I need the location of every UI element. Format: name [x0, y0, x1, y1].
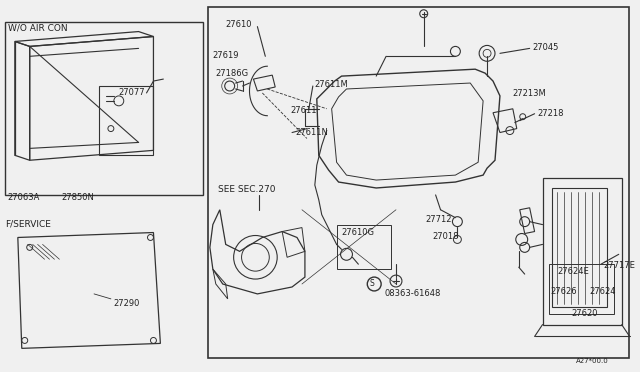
Text: 27611: 27611	[290, 106, 317, 115]
Bar	[337, 225, 391, 269]
Text: 27610: 27610	[226, 20, 252, 29]
Text: 27717E: 27717E	[603, 261, 635, 270]
Text: 27850N: 27850N	[61, 193, 94, 202]
Bar	[543, 178, 621, 325]
Text: 27611M: 27611M	[315, 80, 349, 89]
Bar	[5, 22, 203, 195]
Text: W/O AIR CON: W/O AIR CON	[8, 24, 68, 33]
Text: 27077: 27077	[119, 88, 145, 97]
Text: A27*00.0: A27*00.0	[576, 358, 609, 364]
Text: 27620: 27620	[572, 309, 598, 318]
Text: 27045: 27045	[532, 44, 559, 52]
Text: 27626: 27626	[550, 287, 577, 296]
Text: 27018: 27018	[433, 231, 459, 241]
Text: SEE SEC.270: SEE SEC.270	[218, 185, 275, 194]
Bar	[208, 7, 628, 358]
Text: 27624E: 27624E	[557, 267, 589, 276]
Text: 27063A: 27063A	[7, 193, 39, 202]
Text: 08363-61648: 08363-61648	[384, 289, 440, 298]
Bar	[99, 86, 154, 155]
Text: 27218: 27218	[538, 109, 564, 118]
Bar	[552, 188, 607, 307]
Bar	[550, 264, 614, 314]
Text: 27624: 27624	[589, 287, 616, 296]
Text: 27290: 27290	[114, 299, 140, 308]
Text: 27186G: 27186G	[216, 69, 249, 78]
Text: 27611N: 27611N	[295, 128, 328, 137]
Text: S: S	[370, 279, 374, 288]
Text: 27712: 27712	[426, 215, 452, 224]
Text: 27610G: 27610G	[342, 228, 374, 237]
Text: 27619: 27619	[213, 51, 239, 60]
Text: F/SERVICE: F/SERVICE	[5, 219, 51, 229]
Text: 27213M: 27213M	[513, 89, 547, 98]
